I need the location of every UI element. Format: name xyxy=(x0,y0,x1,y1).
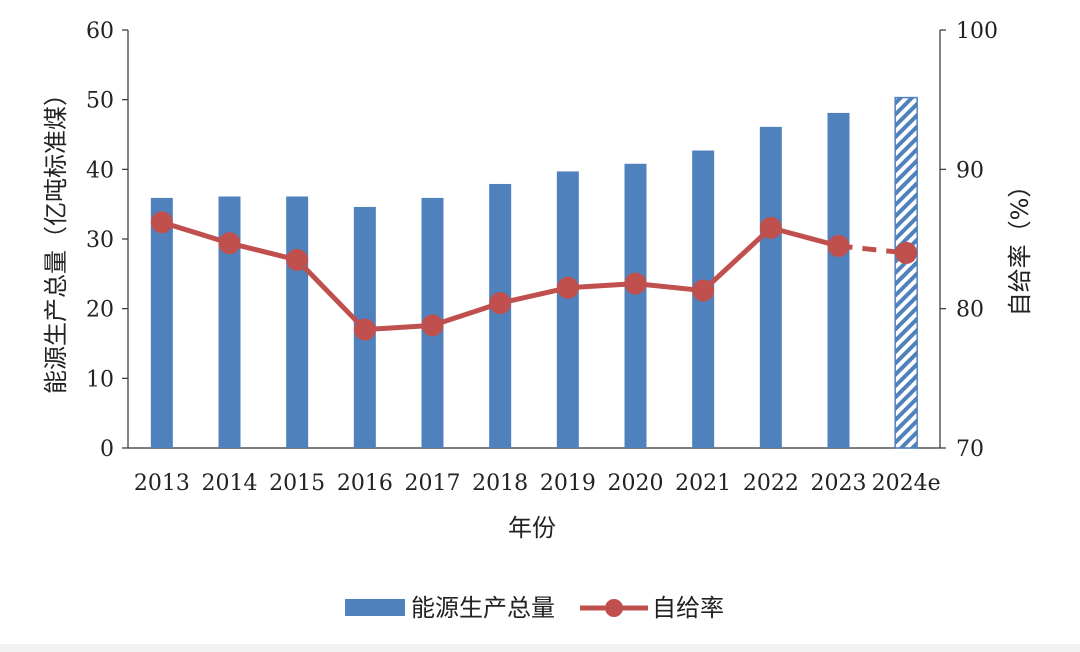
y-tick-label: 10 xyxy=(86,367,114,392)
line-point xyxy=(827,234,850,257)
bar xyxy=(556,171,579,448)
x-tick-label: 2024e xyxy=(872,471,941,496)
line-point xyxy=(286,248,309,271)
line-point xyxy=(353,318,376,341)
x-axis-title: 年份 xyxy=(508,514,556,542)
y2-tick-label: 80 xyxy=(956,298,984,323)
y2-tick-label: 70 xyxy=(956,437,984,462)
bar xyxy=(150,197,173,448)
y-tick-label: 0 xyxy=(100,437,114,462)
y-tick-label: 50 xyxy=(86,89,114,114)
y-tick-label: 60 xyxy=(86,19,114,44)
legend-label-bar: 能源生产总量 xyxy=(411,594,555,622)
line-point xyxy=(489,292,512,315)
line-point xyxy=(556,276,579,299)
x-tick-label: 2020 xyxy=(608,471,664,496)
x-tick-label: 2023 xyxy=(811,471,867,496)
bottom-strip xyxy=(0,644,1080,652)
line-point xyxy=(218,232,241,255)
x-tick-label: 2022 xyxy=(743,471,799,496)
line-point xyxy=(692,279,715,302)
x-tick-label: 2021 xyxy=(675,471,731,496)
y2-axis-title: 自给率（%） xyxy=(1006,174,1034,317)
y-tick-label: 20 xyxy=(86,298,114,323)
legend: 能源生产总量 自给率 xyxy=(345,594,724,622)
bar xyxy=(218,196,241,448)
x-tick-label: 2019 xyxy=(540,471,596,496)
line-point xyxy=(624,272,647,295)
line-point xyxy=(150,211,173,234)
x-tick-label: 2018 xyxy=(472,471,528,496)
line-point xyxy=(895,241,918,264)
y2-tick-label: 90 xyxy=(956,158,984,183)
y-tick-label: 30 xyxy=(86,228,114,253)
legend-bar-swatch xyxy=(345,599,405,616)
line-point xyxy=(759,216,782,239)
legend-label-line: 自给率 xyxy=(652,594,724,622)
bar xyxy=(759,126,782,448)
bar-estimated xyxy=(894,96,918,449)
x-tick-label: 2013 xyxy=(134,471,190,496)
legend-line-marker xyxy=(605,599,623,617)
series-line-dashed-segment xyxy=(838,243,907,256)
bar xyxy=(489,183,512,449)
x-tick-label: 2015 xyxy=(269,471,325,496)
bar xyxy=(827,112,850,449)
x-tick-label: 2017 xyxy=(405,471,461,496)
x-tick-label: 2014 xyxy=(202,471,258,496)
line-point xyxy=(421,314,444,337)
x-tick-label: 2016 xyxy=(337,471,393,496)
y2-tick-label: 100 xyxy=(956,19,998,44)
bar xyxy=(286,196,309,448)
y-axis-title: 能源生产总量（亿吨标准煤） xyxy=(42,82,70,394)
bar xyxy=(624,163,647,448)
y-tick-label: 40 xyxy=(86,158,114,183)
